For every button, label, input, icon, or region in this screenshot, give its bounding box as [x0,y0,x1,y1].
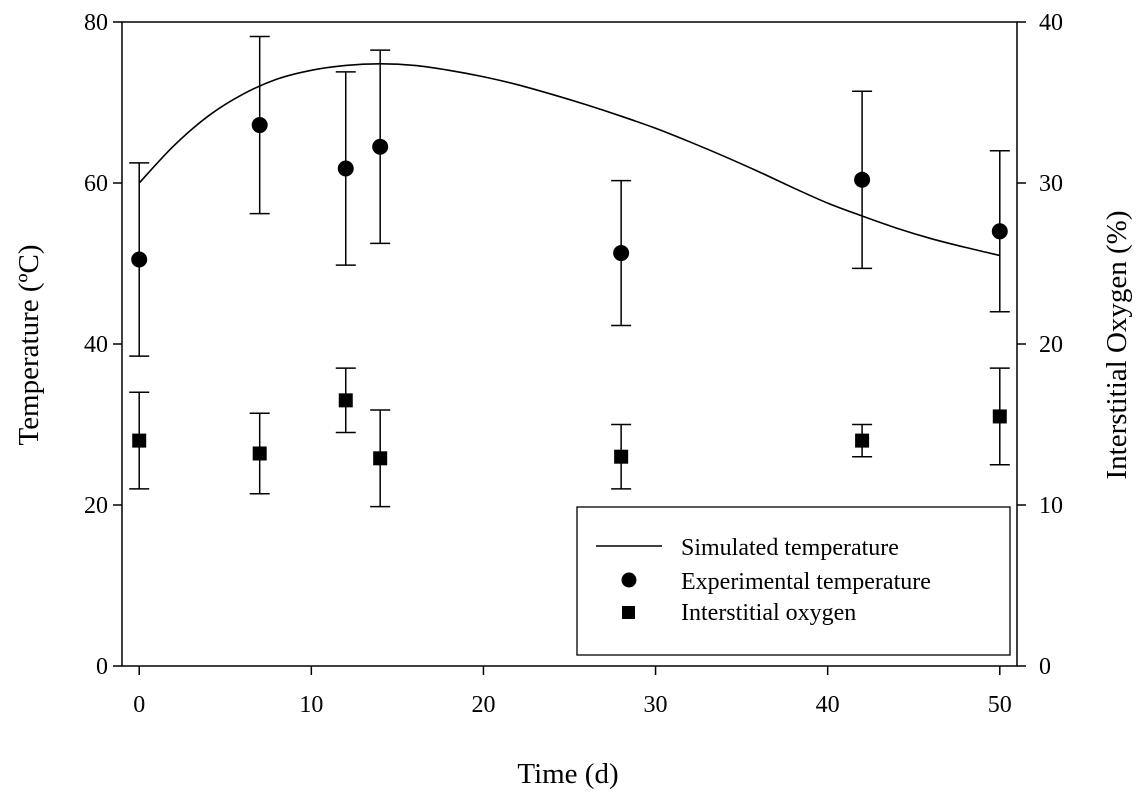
y-tick-label: 20 [84,493,108,519]
y-tick-label: 80 [84,10,108,36]
data-point-interstitial-oxygen [992,409,1007,424]
data-point-experimental-temperature [613,245,630,262]
x-tick-label: 50 [988,692,1012,718]
legend-marker-oxygen [622,606,635,619]
legend-marker-experimental [621,572,637,588]
legend-label-experimental: Experimental temperature [681,569,931,595]
data-point-interstitial-oxygen [373,451,388,466]
legend: Simulated temperature Experimental tempe… [576,506,1011,656]
y2-tick-label: 10 [1039,493,1063,519]
legend-box [576,506,1011,656]
series-layer [129,35,1010,508]
x-axis: 0 10 20 30 40 50 [133,666,1012,718]
data-point-interstitial-oxygen [252,446,267,461]
y-axis-left: 0 20 40 60 80 [84,10,122,680]
y2-axis-label: Interstitial Oxygen (%) [1101,211,1133,480]
data-point-experimental-temperature [251,117,268,134]
y2-tick-label: 0 [1039,654,1051,680]
y2-tick-label: 20 [1039,332,1063,358]
data-point-experimental-temperature [131,251,148,268]
legend-label-simulated: Simulated temperature [681,535,899,561]
y-tick-label: 40 [84,332,108,358]
data-point-experimental-temperature [372,138,389,155]
y-axis-right: 0 10 20 30 40 [1017,10,1063,680]
y2-tick-label: 30 [1039,171,1063,197]
x-axis-label: Time (d) [517,758,618,790]
data-point-interstitial-oxygen [132,433,147,448]
y-tick-label: 0 [96,654,108,680]
y-tick-label: 60 [84,171,108,197]
x-tick-label: 20 [471,692,495,718]
series-line-simulated-temperature [138,63,1000,257]
x-tick-label: 40 [816,692,840,718]
legend-label-oxygen: Interstitial oxygen [681,600,856,626]
data-point-interstitial-oxygen [338,393,353,408]
data-point-experimental-temperature [337,160,354,177]
data-point-interstitial-oxygen [855,433,870,448]
data-point-experimental-temperature [991,223,1008,240]
x-tick-label: 0 [133,692,145,718]
data-point-experimental-temperature [854,171,871,188]
y-axis-label: Temperature (ºC) [13,244,45,445]
x-tick-label: 10 [299,692,323,718]
data-point-interstitial-oxygen [614,449,629,464]
x-tick-label: 30 [644,692,668,718]
y2-tick-label: 40 [1039,10,1063,36]
